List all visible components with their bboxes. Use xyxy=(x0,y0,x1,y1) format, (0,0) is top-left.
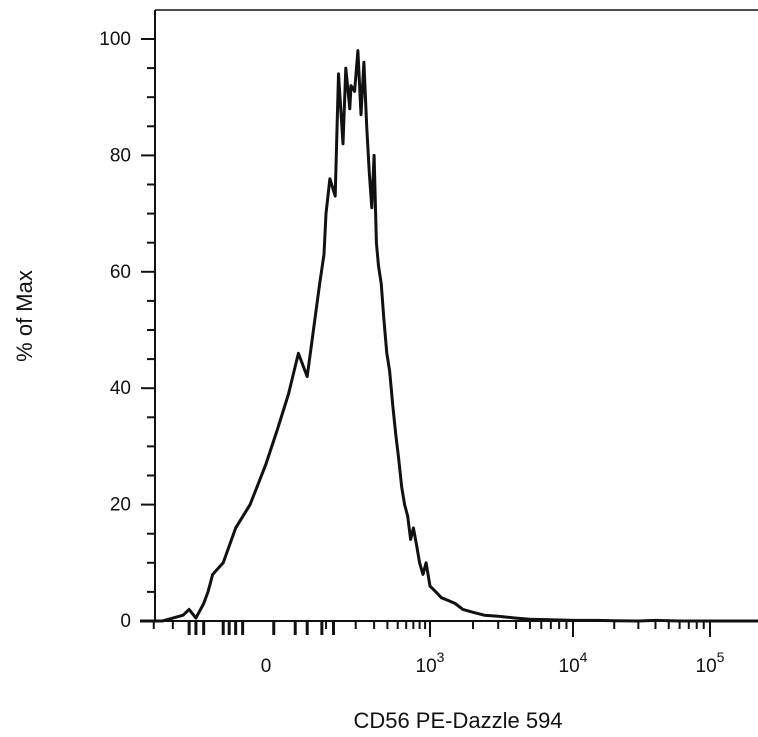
y-tick-label: 20 xyxy=(110,495,131,516)
y-axis-title: % of Max xyxy=(12,270,37,362)
y-tick-label: 40 xyxy=(110,378,131,399)
x-axis: 0 103 104 105 xyxy=(152,621,725,677)
y-tick-label: 80 xyxy=(110,145,131,166)
histogram-series-line xyxy=(140,49,758,623)
plot-frame xyxy=(140,9,758,622)
x-tick-label: 103 xyxy=(416,649,445,677)
x-tick-label: 0 xyxy=(261,656,272,677)
x-axis-title: CD56 PE-Dazzle 594 xyxy=(353,708,562,733)
y-tick-label: 100 xyxy=(99,29,131,50)
y-tick-label: 60 xyxy=(110,262,131,283)
y-axis: 0 20 40 60 80 100 xyxy=(99,29,155,632)
x-tick-label: 104 xyxy=(559,649,588,677)
x-tick-label: 105 xyxy=(696,649,725,677)
y-tick-label: 0 xyxy=(120,611,131,632)
